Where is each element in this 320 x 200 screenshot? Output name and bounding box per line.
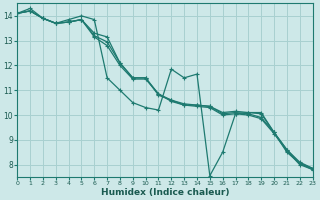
X-axis label: Humidex (Indice chaleur): Humidex (Indice chaleur) <box>101 188 229 197</box>
